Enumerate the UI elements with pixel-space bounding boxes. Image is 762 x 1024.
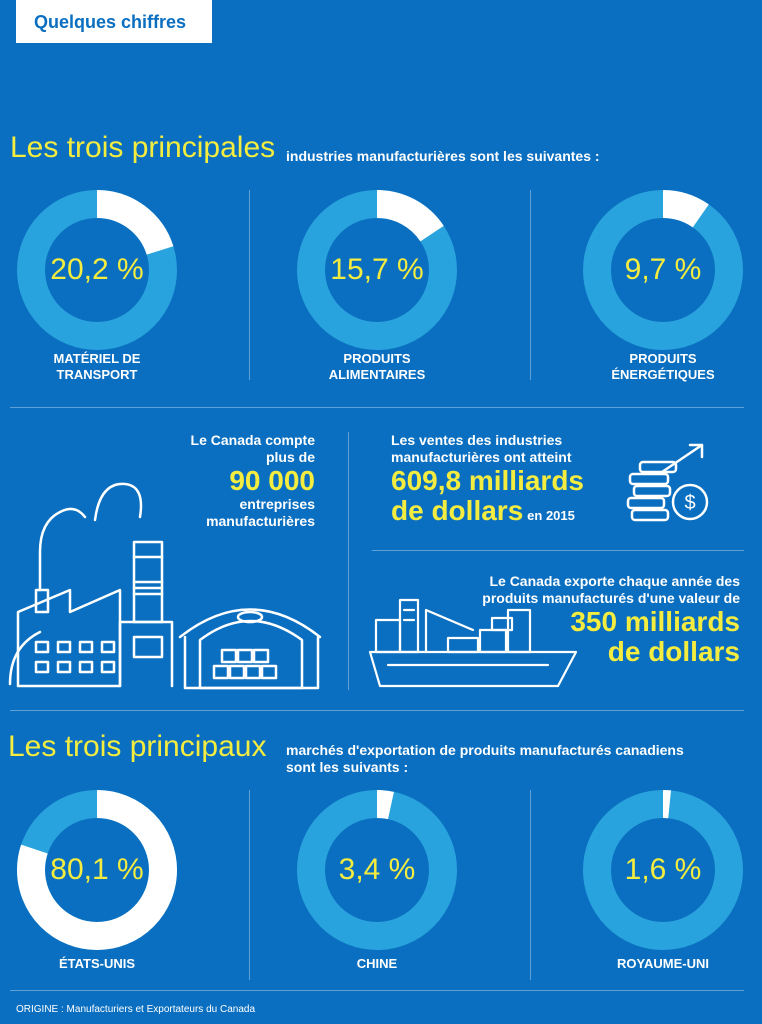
divider [530,790,531,980]
crane-icon [424,608,475,654]
donut-segment-usa [17,790,177,950]
section1-heading-rest: industries manufacturières sont les suiv… [286,148,600,164]
companies-stat: Le Canada compte plus de 90 000 entrepri… [150,432,315,530]
arrow-up-icon [660,443,704,474]
sales-line2: manufacturières ont atteint [391,449,572,465]
label-transport-line1: MATÉRIEL DE [53,351,141,366]
divider [348,432,349,690]
section-tab: Quelques chiffres [16,0,212,43]
source-note: ORIGINE : Manufacturiers et Exportateurs… [16,1004,255,1015]
divider [530,190,531,380]
label-transport: MATÉRIEL DE TRANSPORT [0,351,197,383]
divider [249,190,250,380]
donut-chart-usa [17,790,177,950]
section-divider [10,407,744,408]
donut-chart-transport [17,190,177,350]
percent-uk: 1,6 % [624,853,702,886]
smoke-icon [38,482,143,592]
ship-hull-icon [368,650,578,688]
section2-heading-lead: Les trois principaux [8,730,267,763]
label-food-line2: ALIMENTAIRES [328,367,426,382]
donut-segment-energy [583,190,743,350]
donut-chart-uk [583,790,743,950]
sales-number-line1: 609,8 milliards [391,465,585,496]
section2-heading-line2: sont les suivants : [286,759,409,775]
tab-title: Quelques chiffres [34,12,187,32]
companies-number: 90 000 [229,465,315,496]
percent-usa: 80,1 % [50,853,144,886]
percent-china: 3,4 % [338,853,416,886]
hill-curve [8,630,42,686]
companies-line1: Le Canada compte [190,432,315,448]
chimney-icon [34,588,50,614]
section-divider [10,710,744,711]
coins-growth-icon: $ [626,443,709,522]
label-transport-line2: TRANSPORT [56,367,138,382]
section-divider [10,990,744,991]
percent-energy: 9,7 % [624,253,702,286]
exports-line1: Le Canada exporte chaque année des [489,573,740,589]
sales-number-line2: de dollars [391,495,524,526]
percent-food: 15,7 % [330,253,424,286]
donut-segment-transport [17,190,177,350]
label-food: PRODUITS ALIMENTAIRES [277,351,477,383]
label-energy-line2: ÉNERGÉTIQUES [611,367,715,382]
ship-bridge-icon [398,598,420,654]
companies-line2: plus de [265,449,315,465]
donut-segment-china [297,790,457,950]
label-food-line1: PRODUITS [343,351,411,366]
companies-line4: manufacturières [206,513,315,529]
percent-transport: 20,2 % [50,253,144,286]
section1-heading-lead: Les trois principales [10,131,276,164]
label-usa: ÉTATS-UNIS [58,956,136,971]
cargo-ship-illustration [368,598,578,688]
donut-chart-food [297,190,457,350]
companies-line3: entreprises [239,496,315,512]
exports-line2: produits manufacturés d'une valeur de [482,590,740,606]
sales-line1: Les ventes des industries [391,432,563,448]
label-uk: ROYAUME-UNI [617,956,709,971]
svg-text:$: $ [684,492,695,514]
donut-chart-china [297,790,457,950]
exports-number-line1: 350 milliards [570,606,740,637]
sales-stat: Les ventes des industries manufacturière… [391,432,621,526]
label-energy: PRODUITS ÉNERGÉTIQUES [563,351,762,383]
label-china: CHINE [356,956,398,971]
section2-heading-rest: marchés d'exportation de produits manufa… [286,742,684,776]
section-divider [372,550,744,551]
donut-chart-energy [583,190,743,350]
label-energy-line1: PRODUITS [629,351,697,366]
exports-stat: Le Canada exporte chaque année des produ… [430,573,740,667]
donut-segment-food [297,190,457,350]
factory-illustration [8,482,322,690]
donut-segment-uk [583,790,743,950]
divider [249,790,250,980]
sales-year: en 2015 [527,508,575,523]
factory-window-icon [132,635,164,659]
exports-number-line2: de dollars [607,636,740,667]
section2-heading-line1: marchés d'exportation de produits manufa… [286,742,684,758]
